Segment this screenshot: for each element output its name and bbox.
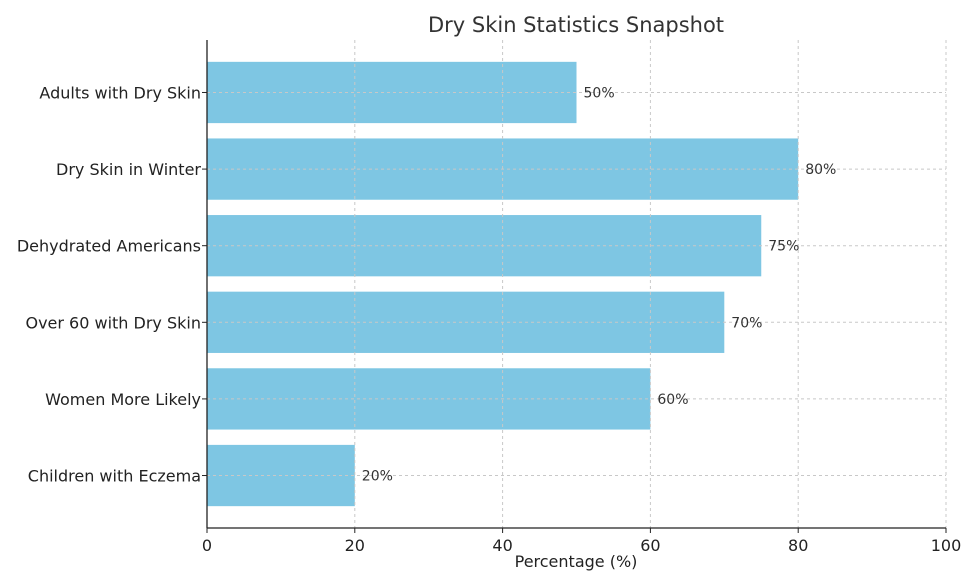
x-axis-ticks: 0 20 40 60 80 100 xyxy=(202,528,961,555)
chart-title: Dry Skin Statistics Snapshot xyxy=(428,13,724,37)
y-tick-label: Children with Eczema xyxy=(28,467,201,486)
y-axis-ticks: Adults with Dry Skin Dry Skin in Winter De… xyxy=(17,83,207,486)
x-tick-label: 60 xyxy=(640,536,660,555)
x-tick-label: 100 xyxy=(931,536,962,555)
data-label: 50% xyxy=(584,85,615,101)
y-tick-label: Adults with Dry Skin xyxy=(39,83,201,102)
data-label: 70% xyxy=(731,315,762,331)
x-axis-label: Percentage (%) xyxy=(515,552,638,571)
x-tick-label: 80 xyxy=(788,536,808,555)
data-label: 60% xyxy=(657,392,688,408)
y-tick-label: Dehydrated Americans xyxy=(17,237,201,256)
data-label: 80% xyxy=(805,162,836,178)
y-tick-label: Dry Skin in Winter xyxy=(56,160,201,179)
y-tick-label: Over 60 with Dry Skin xyxy=(25,313,201,332)
x-tick-label: 20 xyxy=(345,536,365,555)
y-tick-label: Women More Likely xyxy=(45,390,201,409)
data-labels: 50% 80% 75% 70% 60% 20% xyxy=(362,85,837,484)
data-label: 75% xyxy=(768,239,799,255)
x-tick-label: 40 xyxy=(492,536,512,555)
bars xyxy=(207,61,799,507)
data-label: 20% xyxy=(362,469,393,485)
x-tick-label: 0 xyxy=(202,536,212,555)
